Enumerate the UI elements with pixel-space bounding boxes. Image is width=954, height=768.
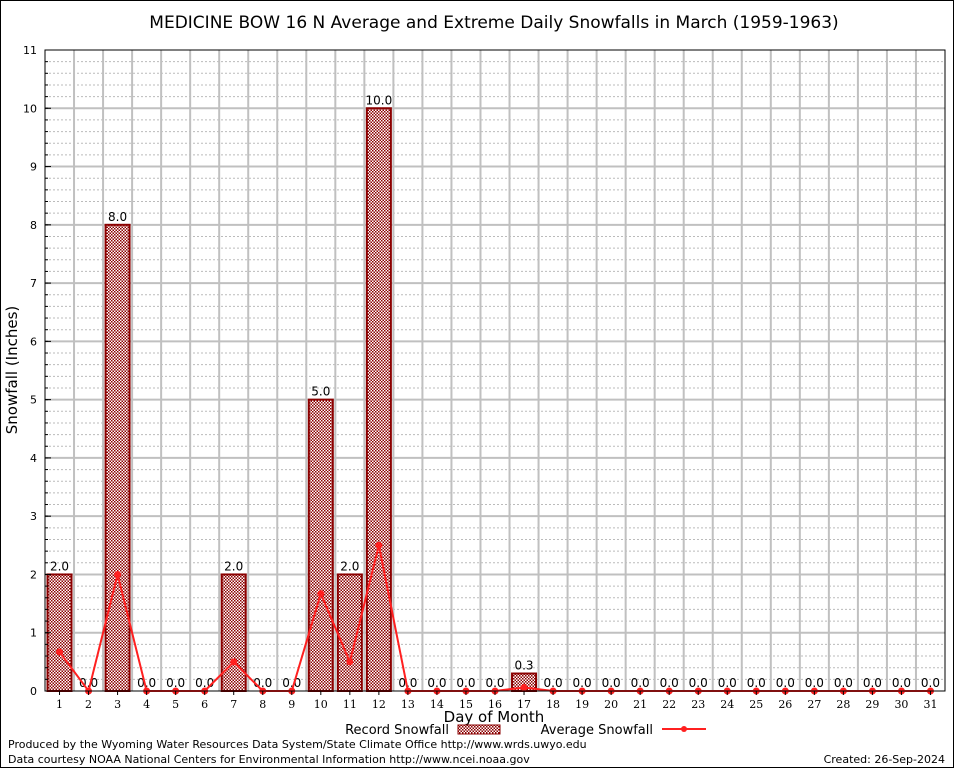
x-tick-label: 6	[201, 698, 208, 711]
x-tick-label: 21	[633, 698, 647, 711]
x-tick-label: 19	[575, 698, 589, 711]
y-tick-label: 4	[30, 452, 37, 465]
x-tick-label: 24	[720, 698, 734, 711]
x-axis-label: Day of Month	[444, 708, 545, 726]
footer-courtesy: Data courtesy NOAA National Centers for …	[8, 753, 530, 766]
bar-value-label: 0.0	[892, 676, 911, 690]
x-tick-label: 3	[114, 698, 121, 711]
record-bar	[365, 107, 392, 693]
bar-value-label: 0.0	[398, 676, 417, 690]
bar-value-label: 0.0	[602, 676, 621, 690]
y-axis-label: Snowfall (Inches)	[3, 306, 21, 434]
y-tick-label: 7	[30, 277, 37, 290]
bar-value-label: 0.0	[485, 676, 504, 690]
bar-value-label: 0.0	[166, 676, 185, 690]
y-tick-label: 5	[30, 394, 37, 407]
average-point	[375, 541, 383, 549]
bar-value-label: 0.0	[776, 676, 795, 690]
bar-value-label: 0.0	[137, 676, 156, 690]
chart-title: MEDICINE BOW 16 N Average and Extreme Da…	[149, 13, 838, 33]
x-tick-label: 30	[894, 698, 908, 711]
x-tick-label: 13	[401, 698, 415, 711]
bar-value-label: 8.0	[108, 210, 127, 224]
bar-value-label: 0.0	[718, 676, 737, 690]
bar-value-label: 0.0	[805, 676, 824, 690]
x-tick-label: 12	[372, 698, 386, 711]
bar-value-label: 0.0	[834, 676, 853, 690]
x-tick-label: 7	[230, 698, 237, 711]
x-tick-label: 2	[85, 698, 92, 711]
bar-value-label: 0.0	[689, 676, 708, 690]
x-tick-label: 16	[488, 698, 502, 711]
x-tick-label: 29	[865, 698, 879, 711]
x-tick-label: 31	[923, 698, 937, 711]
bar-value-label: 0.0	[631, 676, 650, 690]
y-tick-label: 1	[30, 627, 37, 640]
x-tick-label: 15	[459, 698, 473, 711]
record-bar	[104, 223, 131, 692]
x-tick-label: 4	[143, 698, 150, 711]
y-tick-label: 3	[30, 510, 37, 523]
bar-value-label: 0.0	[427, 676, 446, 690]
bar-value-label: 0.3	[514, 659, 533, 673]
y-tick-label: 11	[23, 44, 37, 57]
x-tick-label: 20	[604, 698, 618, 711]
x-tick-label: 10	[314, 698, 328, 711]
x-tick-label: 1	[56, 698, 63, 711]
bar-value-label: 2.0	[50, 559, 69, 573]
bar-value-label: 0.0	[282, 676, 301, 690]
bar-value-label: 5.0	[311, 385, 330, 399]
x-tick-label: 25	[749, 698, 763, 711]
legend-record-label: Record Snowfall	[345, 723, 449, 738]
average-point	[230, 658, 238, 666]
average-point	[520, 684, 528, 692]
legend-record-swatch	[457, 724, 501, 735]
record-bar	[336, 573, 363, 692]
y-tick-label: 6	[30, 335, 37, 348]
y-tick-label: 8	[30, 219, 37, 232]
x-tick-label: 18	[546, 698, 560, 711]
legend-average-label: Average Snowfall	[541, 723, 653, 738]
bar-value-label: 0.0	[863, 676, 882, 690]
x-tick-label: 11	[343, 698, 357, 711]
footer-created: Created: 26-Sep-2024	[824, 753, 945, 766]
y-tick-label: 9	[30, 161, 37, 174]
record-bar	[220, 573, 247, 692]
x-tick-label: 27	[807, 698, 821, 711]
average-point	[317, 590, 325, 598]
y-tick-label: 0	[30, 685, 37, 698]
x-tick-label: 5	[172, 698, 179, 711]
record-bar	[46, 573, 73, 692]
y-tick-label: 2	[30, 568, 37, 581]
x-tick-label: 22	[662, 698, 676, 711]
x-tick-label: 8	[259, 698, 266, 711]
x-tick-label: 28	[836, 698, 850, 711]
average-point	[56, 648, 64, 656]
average-point	[346, 658, 354, 666]
bar-value-label: 0.0	[921, 676, 940, 690]
legend-average-marker	[681, 726, 687, 732]
bar-value-label: 0.0	[660, 676, 679, 690]
bar-value-label: 0.0	[747, 676, 766, 690]
average-point	[114, 570, 122, 578]
record-bar	[307, 398, 334, 692]
x-tick-label: 26	[778, 698, 792, 711]
footer-produced: Produced by the Wyoming Water Resources …	[8, 738, 587, 751]
x-tick-label: 23	[691, 698, 705, 711]
x-tick-label: 9	[288, 698, 295, 711]
x-tick-label: 14	[430, 698, 444, 711]
bar-value-label: 2.0	[340, 559, 359, 573]
bar-value-label: 0.0	[456, 676, 475, 690]
bar-value-label: 0.0	[573, 676, 592, 690]
legend: Record Snowfall Average Snowfall	[345, 723, 706, 738]
bar-value-label: 0.0	[79, 676, 98, 690]
bar-value-label: 0.0	[544, 676, 563, 690]
y-tick-label: 10	[23, 102, 37, 115]
bar-value-label: 2.0	[224, 559, 243, 573]
x-tick-label: 17	[517, 698, 531, 711]
bar-value-label: 10.0	[366, 93, 393, 107]
